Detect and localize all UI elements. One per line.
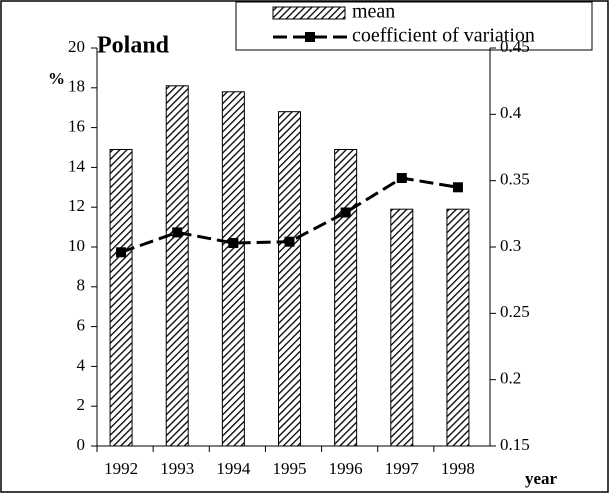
y-tick-label: 16 — [68, 117, 85, 136]
marker — [340, 207, 351, 218]
x-tick-label: 1993 — [160, 459, 194, 478]
y-tick-label: 14 — [68, 156, 86, 175]
legend — [235, 1, 593, 51]
y-tick-label: 6 — [77, 316, 86, 335]
y2-tick-label: 0.4 — [500, 103, 522, 122]
y2-tick-label: 0.2 — [500, 369, 521, 388]
x-tick-label: 1992 — [104, 459, 138, 478]
x-axis-label: year — [525, 469, 558, 488]
x-tick-label: 1996 — [329, 459, 363, 478]
legend-box — [235, 1, 593, 51]
bar — [334, 148, 358, 447]
x-tick-label: 1998 — [441, 459, 475, 478]
marker — [284, 236, 295, 247]
bar — [446, 208, 470, 447]
bar — [390, 208, 414, 447]
y-axis-label: % — [48, 69, 65, 88]
legend-label: mean — [352, 1, 395, 23]
y-tick-label: 4 — [77, 355, 86, 374]
marker — [228, 238, 239, 249]
y2-tick-label: 0.45 — [500, 37, 530, 56]
legend-swatch — [272, 6, 346, 20]
legend-marker — [305, 32, 315, 42]
marker — [396, 173, 407, 184]
marker — [452, 182, 463, 193]
y2-tick-label: 0.3 — [500, 236, 521, 255]
y-tick-label: 8 — [77, 276, 86, 295]
marker — [116, 247, 127, 258]
y2-tick-label: 0.15 — [500, 435, 530, 454]
y-tick-label: 20 — [68, 37, 85, 56]
y-tick-label: 0 — [77, 435, 86, 454]
y-tick-label: 18 — [68, 77, 85, 96]
bar — [165, 85, 189, 447]
y2-tick-label: 0.25 — [500, 302, 530, 321]
bar — [109, 148, 133, 447]
bar — [278, 111, 301, 447]
y-tick-label: 2 — [77, 395, 86, 414]
y-tick-label: 10 — [68, 236, 85, 255]
x-tick-label: 1994 — [216, 459, 251, 478]
chart-title: Poland — [97, 33, 170, 59]
x-tick-label: 1995 — [273, 459, 307, 478]
y-tick-label: 12 — [68, 196, 85, 215]
marker — [172, 227, 183, 238]
legend-label: coefficient of variation — [352, 25, 535, 47]
bar — [221, 91, 245, 447]
x-tick-label: 1997 — [385, 459, 420, 478]
y2-tick-label: 0.35 — [500, 170, 530, 189]
